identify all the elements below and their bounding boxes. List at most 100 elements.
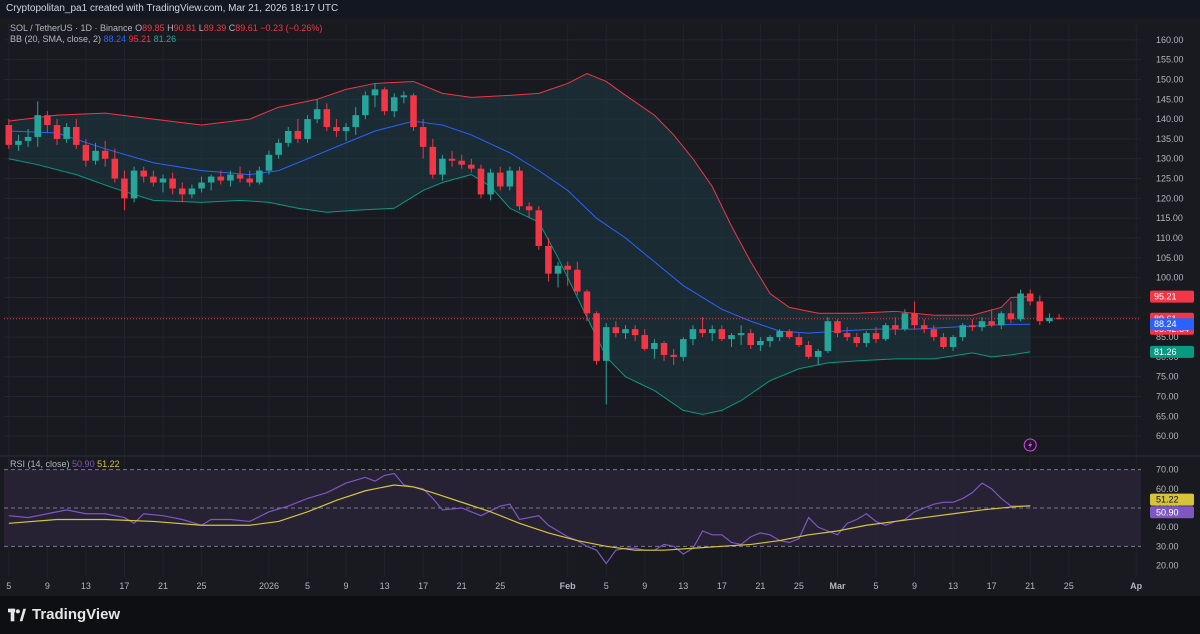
time-tick-label: 5: [604, 581, 609, 591]
candle-body: [448, 158, 456, 161]
rsi-ma-tag: 51.22: [1156, 495, 1179, 505]
time-tick-label: 2026: [259, 581, 279, 591]
candle-body: [795, 337, 803, 345]
candle-body: [940, 337, 947, 347]
candle-body: [92, 150, 99, 161]
candle: [641, 329, 649, 351]
candle-body: [82, 144, 90, 161]
candle-body: [535, 210, 543, 246]
time-tick-label: 9: [45, 581, 50, 591]
low-label: L: [198, 23, 204, 33]
candle: [795, 333, 803, 347]
candle-body: [400, 95, 408, 98]
candle-body: [159, 178, 167, 183]
close-value: 89.61: [235, 23, 258, 33]
candle-body: [834, 321, 841, 334]
candle: [53, 119, 61, 145]
candle-body: [44, 115, 51, 126]
rsi-legend[interactable]: RSI (14, close) 50.90 51.22: [10, 459, 120, 469]
candle: [34, 101, 42, 147]
candle: [612, 321, 620, 338]
bb-basis-value: 88.24: [103, 34, 127, 44]
price-tick-label: 110.00: [1156, 233, 1183, 243]
candle-body: [843, 333, 851, 338]
candle-body: [911, 313, 918, 326]
candle: [747, 329, 755, 349]
time-tick-label: 25: [1064, 581, 1074, 591]
candle: [227, 170, 234, 187]
high-label: H: [167, 23, 174, 33]
price-tick-label: 100.00: [1156, 273, 1184, 283]
candle: [439, 154, 446, 181]
tradingview-mark-icon: [8, 608, 26, 621]
candle-body: [256, 170, 263, 183]
candle: [150, 170, 157, 187]
chart-canvas[interactable]: 160.00 155.00 150.00 145.00 140.00 135.00 130.…: [0, 18, 1200, 596]
candle-body: [747, 333, 755, 345]
candle: [236, 166, 244, 183]
bollinger-band-lines: [4, 72, 1141, 415]
candle: [506, 166, 514, 191]
candle: [988, 309, 995, 328]
candle-body: [612, 327, 620, 334]
price-tick-label: 140.00: [1156, 114, 1184, 124]
candle: [246, 170, 253, 187]
open-value: 89.85: [142, 23, 165, 33]
candle-body: [863, 333, 870, 344]
candle-body: [275, 142, 282, 155]
candle: [111, 148, 119, 183]
candle: [294, 119, 302, 143]
candle: [313, 99, 321, 124]
price-axis[interactable]: 160.00 155.00 150.00 145.00 140.00 135.00 130.…: [1150, 35, 1194, 571]
candle: [256, 166, 263, 185]
candle-body: [198, 182, 205, 189]
candle: [680, 337, 687, 361]
symbol-legend[interactable]: SOL / TetherUS · 1D · Binance O89.85 H90…: [10, 23, 322, 33]
candle-body: [872, 333, 880, 340]
tradingview-logo[interactable]: TradingView: [8, 606, 120, 623]
candle: [863, 331, 870, 347]
candle: [814, 348, 822, 365]
candle-body: [853, 337, 861, 344]
price-tick-label: 70.00: [1156, 392, 1179, 402]
time-axis[interactable]: 5 9 13 17 21 25 2026 5 9 13 17 21 25 Feb 5 9 13 17 21 25 Mar…: [6, 581, 1142, 591]
candle: [169, 172, 176, 195]
rsi-tick-label: 60.00: [1156, 484, 1179, 494]
candle: [342, 123, 350, 141]
candle: [853, 333, 861, 347]
candle: [718, 325, 726, 342]
candle: [959, 323, 967, 342]
candle-body: [670, 354, 677, 357]
candle: [670, 348, 677, 365]
candle: [766, 335, 774, 347]
candle: [911, 301, 918, 330]
time-tick-label: 5: [6, 581, 11, 591]
brand-name: TradingView: [32, 606, 121, 623]
candle: [728, 333, 735, 347]
candle: [1007, 301, 1015, 324]
candle: [545, 238, 552, 282]
candle: [121, 170, 128, 211]
rsi-ma-value: 51.22: [97, 459, 120, 469]
candle-body: [689, 329, 697, 340]
candle-body: [920, 325, 928, 330]
candle: [130, 166, 138, 203]
candle: [901, 309, 909, 332]
candle: [448, 150, 456, 167]
candle: [24, 129, 32, 147]
candle-body: [150, 176, 157, 183]
candle: [15, 134, 22, 151]
time-tick-label: 13: [380, 581, 390, 591]
time-tick-label: 5: [874, 581, 879, 591]
candle-body: [574, 269, 581, 292]
candle: [651, 339, 658, 359]
candle: [708, 325, 716, 342]
candle-body: [969, 325, 976, 328]
candle: [776, 329, 783, 342]
candle-body: [786, 331, 793, 338]
candle-body: [959, 325, 967, 338]
lower-price-tag: 81.26: [1154, 347, 1177, 357]
price-tick-label: 120.00: [1156, 193, 1184, 203]
bb-legend[interactable]: BB (20, SMA, close, 2) 88.24 95.21 81.26: [10, 34, 176, 44]
candle: [622, 325, 629, 340]
